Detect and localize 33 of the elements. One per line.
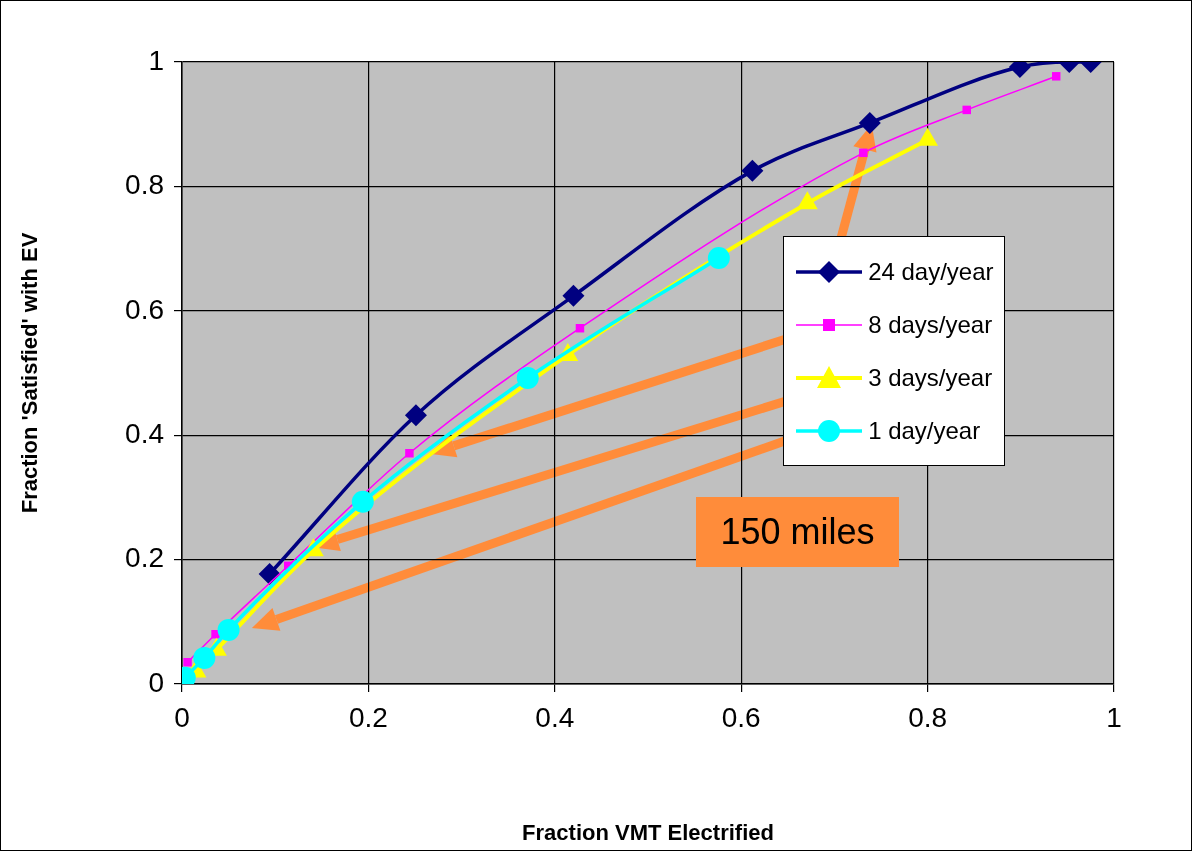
y-tick-label: 0 bbox=[148, 666, 164, 698]
point bbox=[859, 148, 868, 158]
y-axis-title: Fraction 'Satisfied' with EV bbox=[17, 232, 43, 514]
x-tick-label: 0.4 bbox=[535, 701, 575, 733]
point bbox=[405, 449, 414, 458]
point bbox=[258, 562, 281, 585]
point bbox=[404, 404, 427, 427]
point bbox=[741, 159, 764, 182]
point bbox=[1051, 72, 1061, 81]
legend-label: 8 days/year bbox=[868, 310, 993, 339]
x-tick-label: 0.6 bbox=[721, 701, 761, 733]
point bbox=[193, 646, 216, 669]
point bbox=[217, 618, 240, 641]
y-tick-label: 0.2 bbox=[125, 542, 164, 574]
y-tick-label: 1 bbox=[148, 44, 164, 76]
annotation: 150 miles bbox=[696, 497, 899, 568]
point bbox=[562, 284, 585, 307]
point bbox=[516, 366, 539, 389]
legend-label: 3 days/year bbox=[868, 363, 993, 392]
point bbox=[858, 111, 881, 134]
point bbox=[183, 657, 192, 667]
x-tick-label: 0.2 bbox=[348, 701, 388, 733]
x-axis-title: Fraction VMT Electrified bbox=[522, 819, 774, 845]
y-tick-label: 0.8 bbox=[125, 169, 164, 201]
x-tick-label: 1 bbox=[1106, 701, 1122, 733]
point bbox=[351, 490, 374, 513]
legend-label: 1 day/year bbox=[868, 416, 981, 445]
y-tick-label: 0.6 bbox=[125, 293, 164, 325]
point bbox=[707, 246, 730, 269]
y-tick-label: 0.4 bbox=[125, 417, 164, 449]
x-tick-label: 0 bbox=[174, 701, 190, 733]
legend-label: 24 day/year bbox=[868, 257, 994, 286]
x-tick-label: 0.8 bbox=[908, 701, 948, 733]
